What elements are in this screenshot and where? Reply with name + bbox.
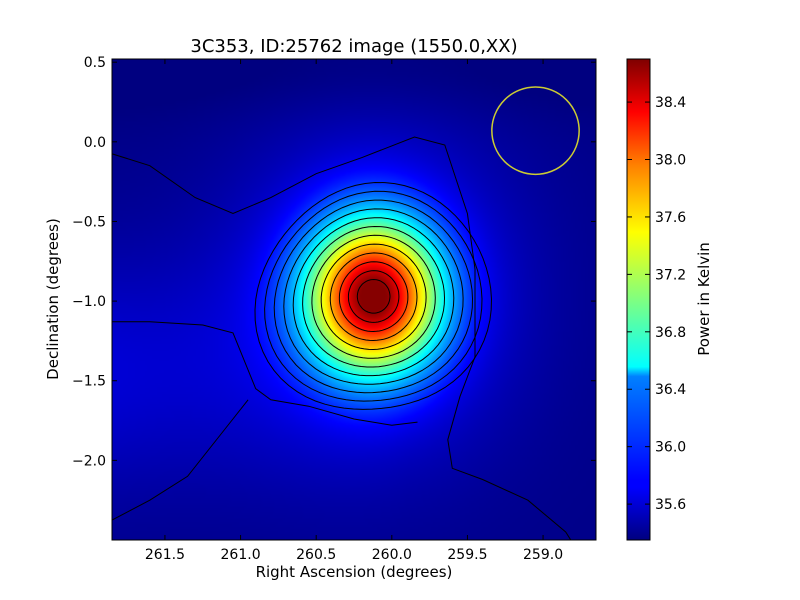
colorbar-tick-label: 37.6	[655, 210, 686, 226]
contour-line	[329, 252, 418, 342]
contour-line	[347, 270, 400, 323]
contour-line	[254, 181, 493, 410]
contour-line	[283, 208, 464, 385]
colorbar-label: Power in Kelvin	[695, 242, 713, 356]
colorbar-tick-label: 36.0	[655, 440, 686, 456]
y-tick-label: 0.0	[84, 135, 106, 151]
colorbar-tick-label: 37.2	[655, 267, 686, 283]
contour-line	[292, 217, 455, 377]
colorbar-tick-label: 35.6	[655, 497, 686, 513]
beam-circle	[491, 86, 580, 176]
colorbar-tick-label: 36.8	[655, 325, 686, 341]
contour-line	[264, 190, 483, 402]
contour-line	[320, 243, 427, 351]
colorbar-tick-label: 36.4	[655, 382, 686, 398]
y-tick-label: −2.0	[72, 453, 106, 469]
colorbar: 35.6 36.0 36.4 36.8 37.2 37.6 38.0 38.4 Power i…	[626, 58, 713, 541]
x-tick-label: 259.0	[523, 547, 563, 563]
y-tick-label: −0.5	[72, 214, 106, 230]
contour-line	[356, 278, 391, 314]
plot-frame	[111, 58, 597, 541]
y-axis-label: Declination (degrees)	[44, 218, 62, 380]
chart-title: 3C353, ID:25762 image (1550.0,XX)	[190, 36, 517, 57]
contour-line-outer	[112, 399, 249, 521]
contour-line	[338, 261, 409, 333]
x-tick-label: 260.5	[296, 547, 336, 563]
plot-area	[111, 58, 597, 541]
x-axis-ticks: 261.5 261.0 260.5 260.0 259.5 259.0	[145, 59, 563, 563]
contour-line-outer	[112, 321, 418, 426]
contour-line	[273, 199, 474, 394]
contour-line	[302, 225, 446, 368]
colorbar-gradient	[626, 58, 651, 541]
contour-line	[311, 234, 436, 359]
colorbar-ticks: 35.6 36.0 36.4 36.8 37.2 37.6 38.0 38.4	[627, 95, 686, 513]
y-tick-label: 0.5	[84, 55, 106, 71]
x-tick-label: 261.0	[221, 547, 261, 563]
x-tick-label: 259.5	[447, 547, 487, 563]
contour-line-outer	[112, 136, 572, 540]
contour-lines	[112, 136, 572, 540]
x-axis-label: Right Ascension (degrees)	[256, 563, 453, 581]
colorbar-tick-label: 38.4	[655, 95, 686, 111]
heatmap-image	[112, 59, 596, 540]
y-tick-label: −1.5	[72, 374, 106, 390]
x-tick-label: 261.5	[145, 547, 185, 563]
x-tick-label: 260.0	[372, 547, 412, 563]
y-tick-label: −1.0	[72, 294, 106, 310]
colorbar-tick-label: 38.0	[655, 153, 686, 169]
y-axis-ticks: 0.5 0.0 −0.5 −1.0 −1.5 −2.0	[72, 55, 596, 469]
